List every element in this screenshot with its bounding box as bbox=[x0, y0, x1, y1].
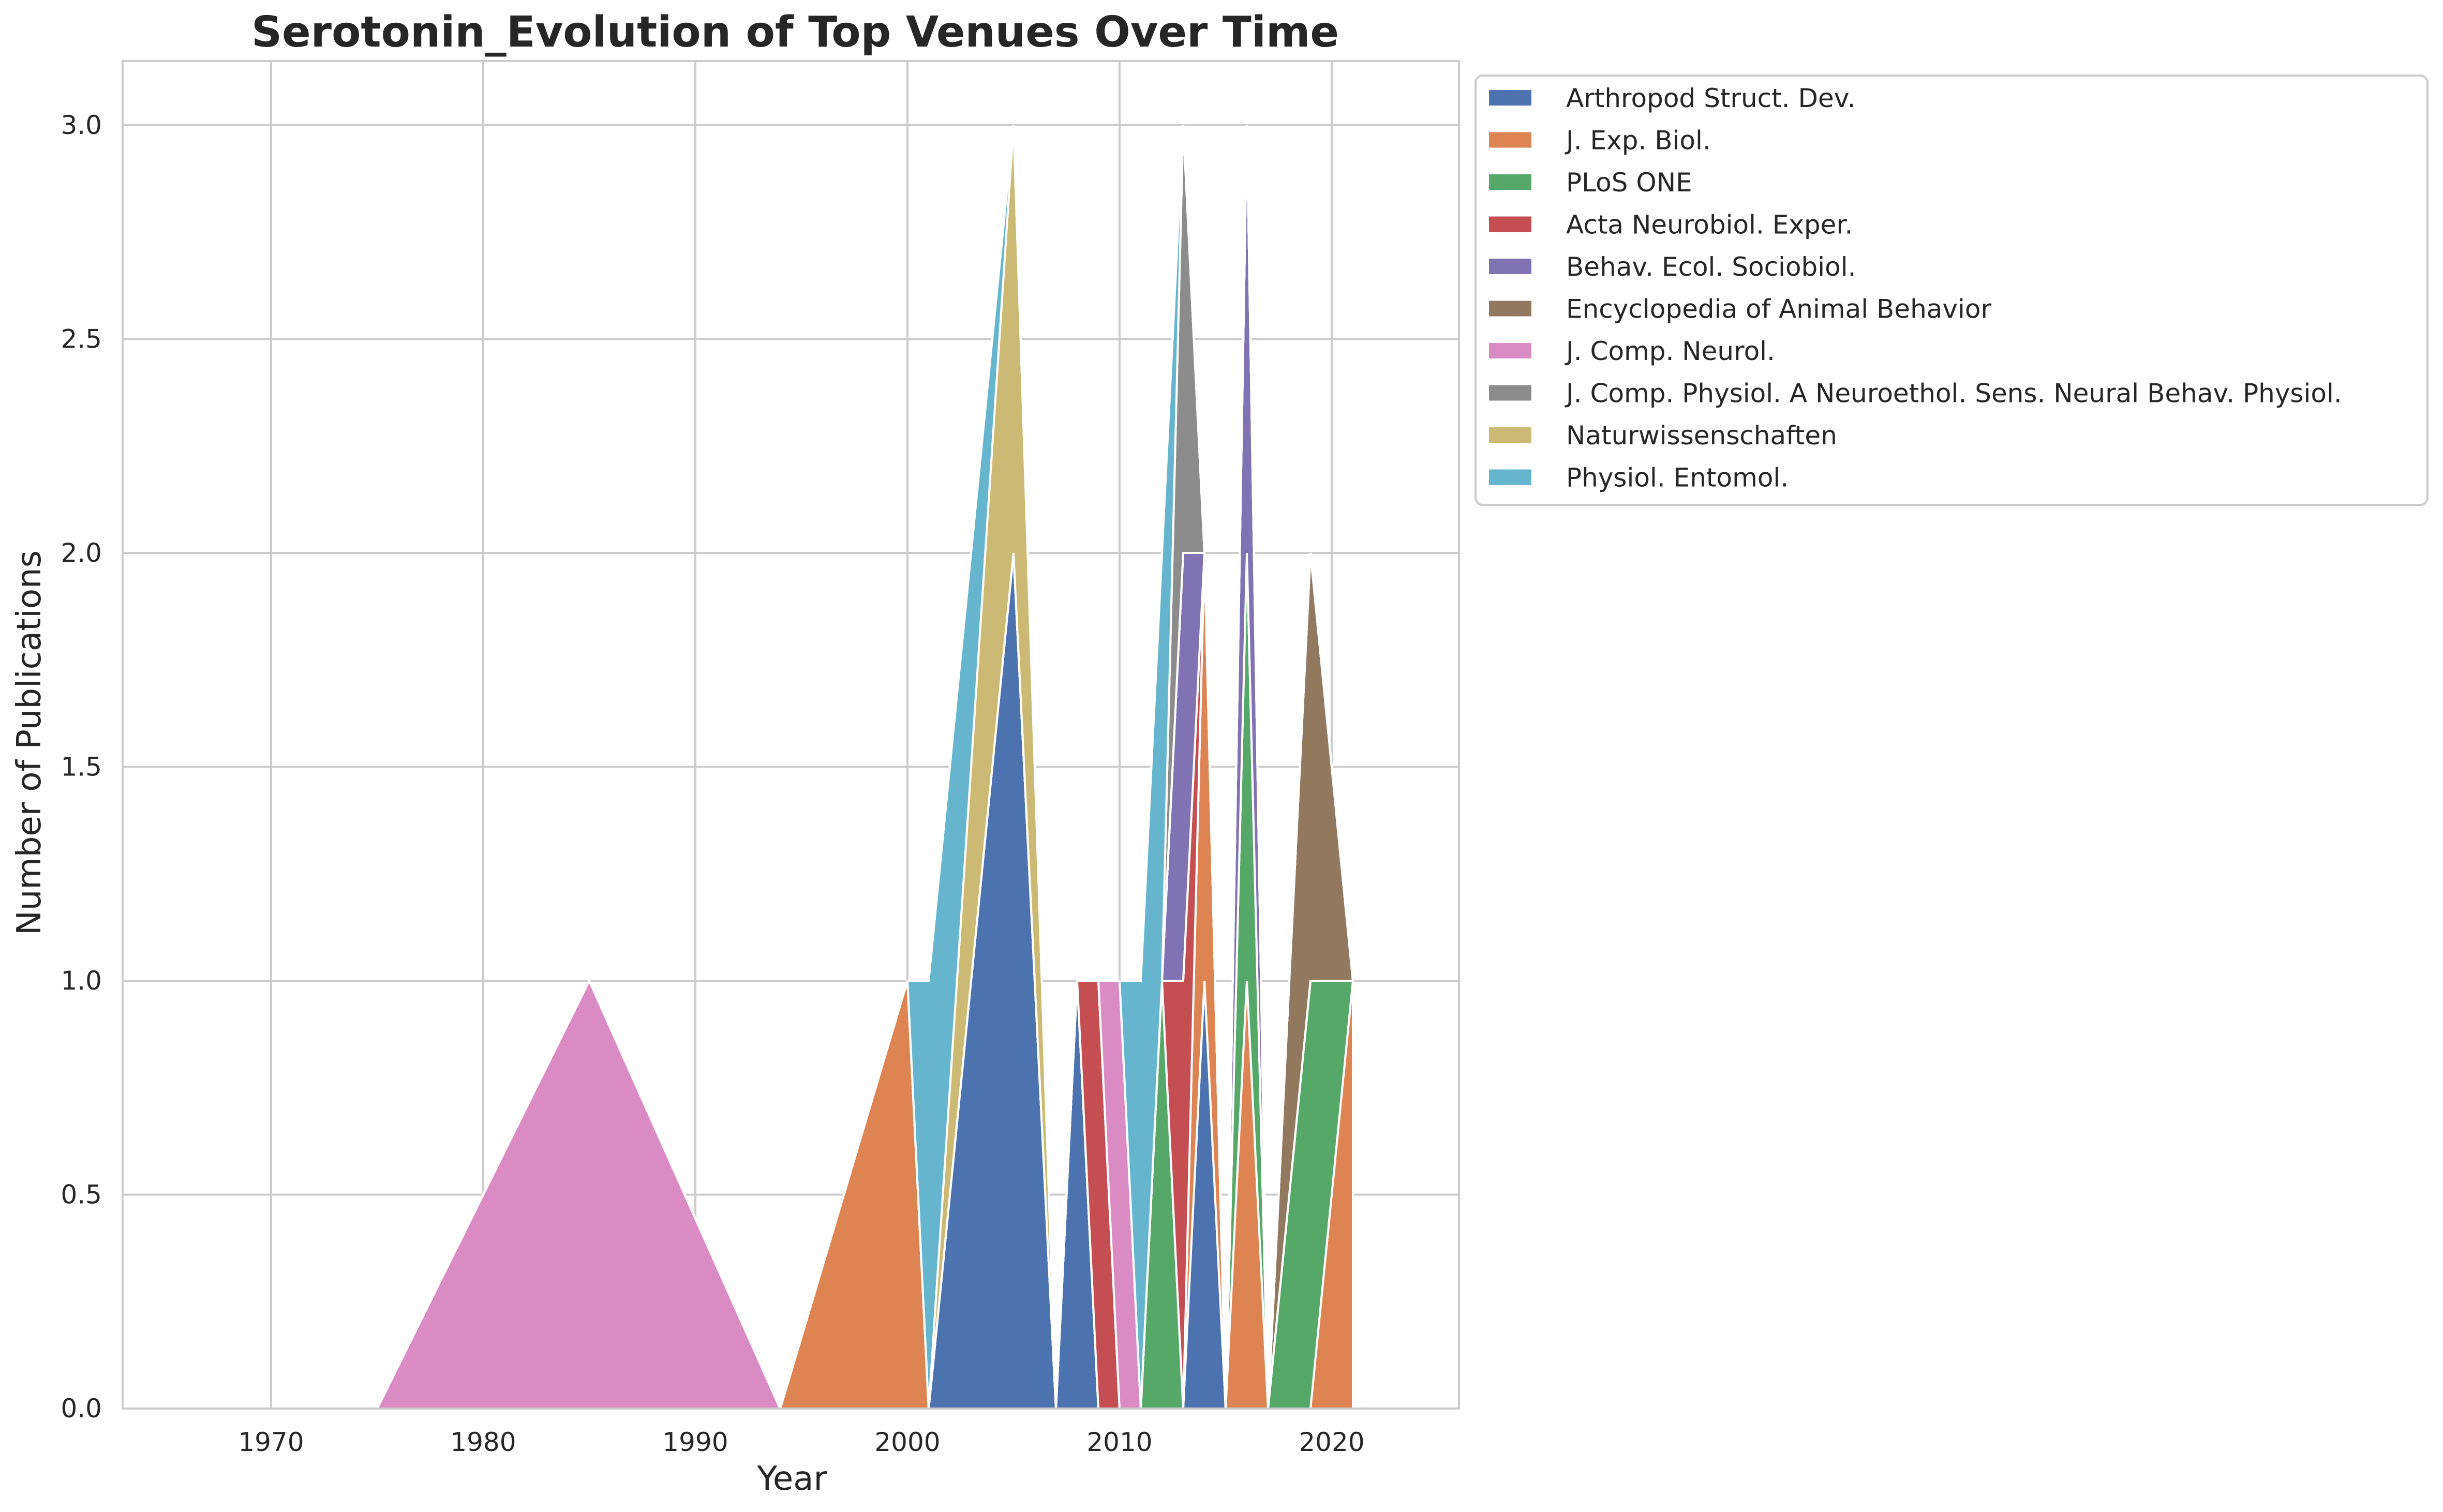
chart-title: Serotonin_Evolution of Top Venues Over T… bbox=[251, 8, 1339, 57]
legend-swatch bbox=[1489, 132, 1531, 148]
legend-label: Naturwissenschaften bbox=[1566, 421, 1837, 451]
legend-label: Behav. Ecol. Sociobiol. bbox=[1566, 252, 1856, 282]
legend-swatch bbox=[1489, 174, 1531, 190]
legend-label: Arthropod Struct. Dev. bbox=[1566, 83, 1855, 113]
y-tick-label: 2.5 bbox=[61, 324, 102, 354]
y-tick-label: 3.0 bbox=[61, 110, 102, 140]
legend: Arthropod Struct. Dev. J. Exp. Biol. PLoS … bbox=[1474, 74, 2429, 506]
legend-swatch bbox=[1489, 259, 1531, 274]
legend-swatch bbox=[1489, 90, 1531, 106]
legend-label: Encyclopedia of Animal Behavior bbox=[1566, 294, 1991, 324]
x-tick-label: 1990 bbox=[662, 1427, 728, 1457]
plot-area-border bbox=[122, 60, 1460, 1410]
x-tick-label: 1970 bbox=[238, 1427, 304, 1457]
x-tick-label: 2000 bbox=[874, 1427, 940, 1457]
legend-label: PLoS ONE bbox=[1566, 168, 1692, 198]
y-tick-label: 2.0 bbox=[61, 538, 102, 568]
legend-swatch bbox=[1489, 216, 1531, 232]
legend-label: J. Comp. Neurol. bbox=[1565, 336, 1775, 366]
y-tick-label: 0.5 bbox=[61, 1180, 102, 1210]
legend-label: Physiol. Entomol. bbox=[1566, 463, 1789, 493]
legend-swatch bbox=[1489, 301, 1531, 317]
legend-label: Acta Neurobiol. Exper. bbox=[1566, 210, 1853, 240]
x-tick-label: 2020 bbox=[1299, 1427, 1364, 1457]
y-axis-label: Number of Publications bbox=[10, 550, 49, 935]
x-tick-label: 2010 bbox=[1086, 1427, 1152, 1457]
legend-swatch bbox=[1489, 343, 1531, 358]
legend-box bbox=[1474, 74, 2429, 506]
x-axis-label: Year bbox=[756, 1460, 827, 1498]
legend-label: J. Comp. Physiol. A Neuroethol. Sens. Ne… bbox=[1565, 379, 2342, 409]
legend-swatch bbox=[1489, 385, 1531, 401]
legend-label: J. Exp. Biol. bbox=[1565, 126, 1711, 156]
y-tick-label: 1.5 bbox=[61, 752, 102, 782]
y-tick-label: 1.0 bbox=[61, 966, 102, 996]
x-tick-label: 1980 bbox=[450, 1427, 516, 1457]
legend-swatch bbox=[1489, 427, 1531, 443]
legend-swatch bbox=[1489, 469, 1531, 485]
y-tick-label: 0.0 bbox=[61, 1394, 102, 1424]
tick-labels: 1970 1980 1990 2000 2010 2020 0.0 0.5 1.0 1.5 2.0 2… bbox=[61, 110, 1364, 1457]
